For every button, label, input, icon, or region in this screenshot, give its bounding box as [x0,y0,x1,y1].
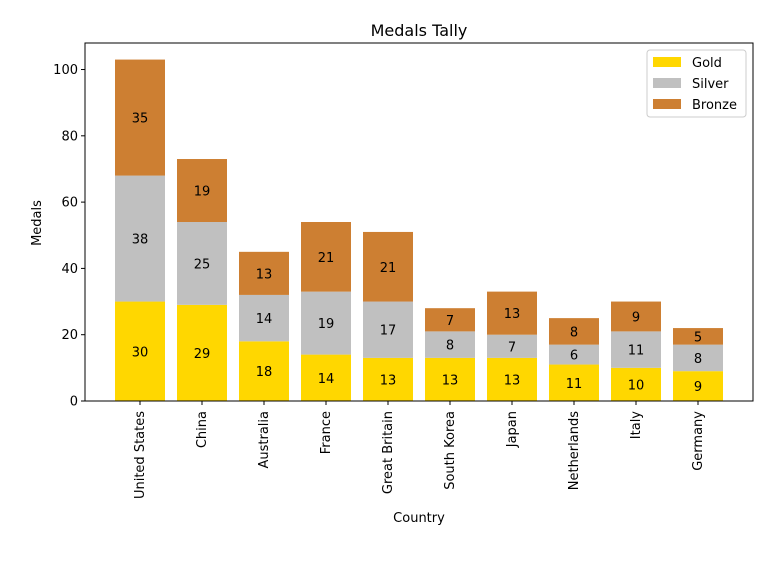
data-label-silver-6: 7 [508,340,516,355]
bar-bronze-3 [301,222,351,292]
x-tick-label: Italy [629,411,644,440]
x-tick-label: South Korea [443,411,458,490]
data-label-silver-7: 6 [570,349,578,364]
bar-bronze-1 [177,159,227,222]
data-label-gold-9: 9 [694,380,702,395]
chart-title: Medals Tally [371,21,468,40]
y-tick-label: 20 [61,328,78,343]
data-label-gold-6: 13 [504,373,521,388]
data-label-gold-0: 30 [132,345,149,360]
data-label-silver-5: 8 [446,339,454,354]
bar-bronze-4 [363,231,413,302]
bar-gold-7 [549,364,599,401]
data-label-silver-8: 11 [628,344,645,359]
y-tick-label: 0 [70,395,78,410]
data-label-gold-8: 10 [628,378,645,393]
legend-label-silver: Silver [692,77,729,92]
legend-swatch-gold [653,57,681,67]
legend: Gold Silver Bronze [646,49,747,118]
bar-gold-3 [301,354,351,401]
data-label-bronze-7: 8 [570,325,578,340]
y-tick-label: 60 [61,196,78,211]
data-label-bronze-8: 9 [632,310,640,325]
data-label-silver-0: 38 [132,233,149,248]
bar-silver-0 [115,175,165,302]
data-label-bronze-3: 21 [318,251,335,266]
data-label-gold-2: 18 [256,365,273,380]
y-tick-label: 40 [61,262,78,277]
x-tick-label: China [195,411,210,448]
bar-silver-5 [425,331,475,358]
bar-bronze-9 [673,328,723,345]
data-label-silver-2: 14 [256,312,273,327]
bar-bronze-7 [549,318,599,345]
y-tick-label: 80 [61,129,78,144]
x-axis: United States China Australia France Great B… [133,401,706,499]
bar-gold-2 [239,341,289,401]
legend-swatch-bronze [653,99,681,109]
data-label-bronze-6: 13 [504,307,521,322]
y-tick-label: 100 [53,63,78,78]
data-label-silver-1: 25 [194,257,211,272]
bar-bronze-2 [239,251,289,295]
y-axis: 0 20 40 60 80 100 [53,63,85,410]
data-label-silver-9: 8 [694,352,702,367]
x-tick-label: Great Britain [381,411,396,494]
x-tick-label: Germany [691,411,706,471]
bar-gold-1 [177,304,227,401]
data-label-gold-5: 13 [442,373,459,388]
data-label-silver-4: 17 [380,324,397,339]
data-label-gold-3: 14 [318,372,335,387]
bar-bronze-6 [487,291,537,335]
bars-group: 30 38 35 29 25 19 18 14 13 14 19 21 13 17 21 13 8 7 13 7 13 1… [115,59,723,401]
bar-bronze-0 [115,59,165,176]
y-axis-title: Medals [30,200,45,246]
legend-swatch-silver [653,78,681,88]
data-label-bronze-2: 13 [256,267,273,282]
bar-gold-0 [115,301,165,401]
bar-bronze-5 [425,308,475,332]
legend-label-bronze: Bronze [692,98,737,113]
data-label-gold-4: 13 [380,373,397,388]
data-label-bronze-1: 19 [194,185,211,200]
bar-silver-6 [487,334,537,358]
x-tick-label: United States [133,411,148,499]
bar-silver-7 [549,344,599,365]
bar-gold-8 [611,367,661,401]
bar-gold-9 [673,371,723,401]
data-label-gold-7: 11 [566,377,583,392]
bar-silver-3 [301,291,351,355]
bar-gold-4 [363,357,413,401]
x-tick-label: Japan [505,411,520,448]
data-label-bronze-9: 5 [694,330,702,345]
data-label-bronze-0: 35 [132,112,149,127]
bar-silver-1 [177,222,227,305]
bar-bronze-8 [611,301,661,332]
data-label-bronze-4: 21 [380,261,397,276]
bar-silver-8 [611,331,661,368]
bar-silver-2 [239,294,289,342]
bar-silver-9 [673,344,723,372]
x-axis-title: Country [393,511,445,526]
bar-gold-5 [425,357,475,401]
x-tick-label: Australia [257,411,272,469]
x-tick-label: Netherlands [567,411,582,490]
x-tick-label: France [319,411,334,454]
data-label-gold-1: 29 [194,347,211,362]
legend-label-gold: Gold [692,56,722,71]
bar-gold-6 [487,357,537,401]
data-label-silver-3: 19 [318,317,335,332]
plot-frame [84,42,754,402]
bar-silver-4 [363,301,413,358]
data-label-bronze-5: 7 [446,314,454,329]
